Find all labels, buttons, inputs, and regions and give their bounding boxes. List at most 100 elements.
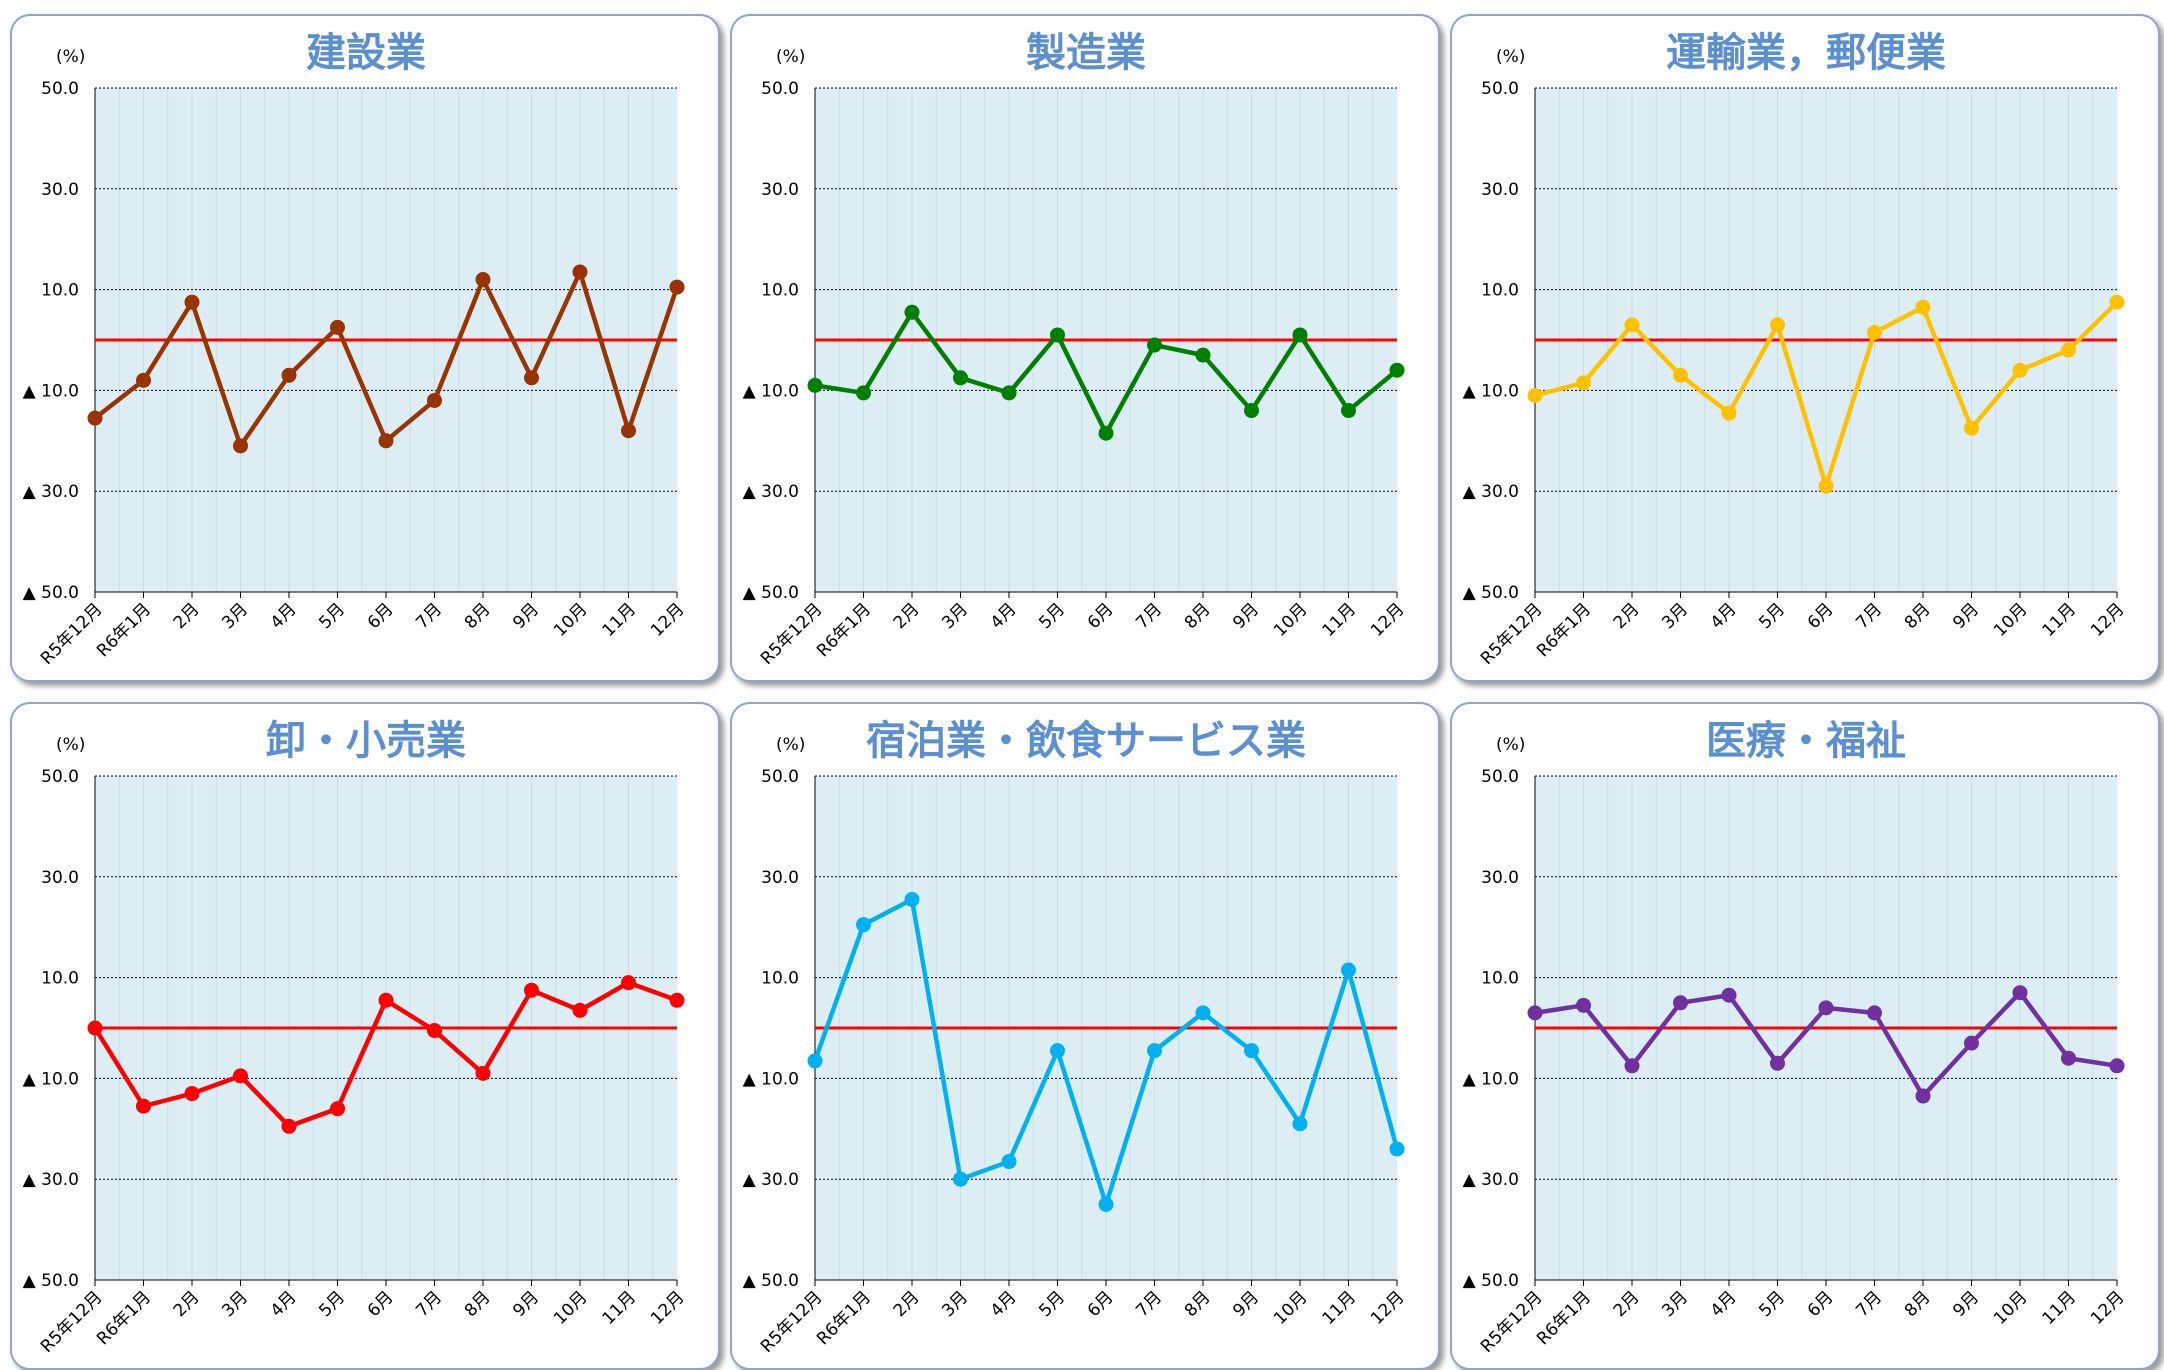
data-point bbox=[1341, 962, 1356, 978]
data-point bbox=[281, 1118, 297, 1134]
x-tick-label: 8月 bbox=[1901, 1287, 1935, 1321]
y-tick-label: ▲ 50.0 bbox=[23, 1271, 79, 1291]
x-tick-label: R5年12月 bbox=[1477, 599, 1546, 668]
line-chart: 50.0 30.0 10.0 ▲ 10.0 ▲ 30.0 ▲ 50.0 (%) 医療・福祉 R5… bbox=[1463, 718, 2129, 1357]
y-tick-label: ▲ 30.0 bbox=[743, 482, 799, 502]
x-tick-label: 7月 bbox=[1132, 1287, 1166, 1321]
y-tick-label: ▲ 30.0 bbox=[1463, 1170, 1519, 1190]
x-tick-label: 11月 bbox=[599, 1287, 640, 1328]
x-tick-label: 12月 bbox=[1367, 599, 1408, 640]
chart-title: 宿泊業・飲食サービス業 bbox=[866, 718, 1306, 764]
x-tick-label: 9月 bbox=[1949, 599, 1983, 633]
data-point bbox=[1867, 324, 1882, 340]
data-point bbox=[807, 377, 823, 393]
y-tick-label: 50.0 bbox=[1481, 767, 1519, 787]
data-point bbox=[2061, 1050, 2076, 1066]
data-point bbox=[1770, 1055, 1785, 1071]
x-tick-label: 4月 bbox=[267, 1287, 301, 1321]
y-tick-label: ▲ 30.0 bbox=[743, 1170, 799, 1190]
x-tick-label: 4月 bbox=[267, 599, 301, 633]
data-point bbox=[1915, 1088, 1931, 1104]
y-tick-label: ▲ 10.0 bbox=[743, 381, 799, 401]
data-point bbox=[330, 319, 345, 335]
data-point bbox=[1050, 1043, 1065, 1059]
x-tick-label: 5月 bbox=[1035, 599, 1069, 633]
data-point bbox=[1624, 317, 1640, 333]
x-tick-label: 7月 bbox=[412, 1287, 446, 1321]
y-tick-label: 30.0 bbox=[41, 868, 79, 888]
data-point bbox=[1964, 420, 1979, 436]
x-tick-label: 6月 bbox=[1084, 1287, 1118, 1321]
line-chart: 50.0 30.0 10.0 ▲ 10.0 ▲ 30.0 ▲ 50.0 (%) 運輸業，郵便業… bbox=[1463, 30, 2129, 669]
x-tick-label: 12月 bbox=[647, 599, 688, 640]
data-point bbox=[904, 891, 920, 907]
x-tick-label: 5月 bbox=[1755, 1287, 1789, 1321]
data-point bbox=[1389, 1141, 1405, 1157]
y-tick-label: ▲ 10.0 bbox=[23, 1069, 79, 1089]
chart-panel-accommodation-food: 50.0 30.0 10.0 ▲ 10.0 ▲ 30.0 ▲ 50.0 (%) 宿泊業・飲食サ… bbox=[730, 702, 1440, 1370]
y-tick-label: 10.0 bbox=[1481, 969, 1519, 989]
y-tick-label: ▲ 50.0 bbox=[1463, 1271, 1519, 1291]
x-tick-label: 7月 bbox=[1132, 599, 1166, 633]
data-point bbox=[669, 992, 685, 1008]
data-point bbox=[1867, 1005, 1882, 1021]
data-point bbox=[378, 433, 394, 449]
chart-title: 卸・小売業 bbox=[266, 718, 466, 764]
y-tick-label: 50.0 bbox=[1481, 79, 1519, 99]
line-chart: 50.0 30.0 10.0 ▲ 10.0 ▲ 30.0 ▲ 50.0 (%) 宿泊業・飲食サ… bbox=[743, 718, 1409, 1357]
data-point bbox=[1050, 327, 1065, 343]
data-point bbox=[1147, 1043, 1162, 1059]
unit-label: (%) bbox=[56, 47, 85, 67]
x-tick-label: 8月 bbox=[1181, 599, 1215, 633]
data-point bbox=[1964, 1035, 1979, 1051]
x-tick-label: 2月 bbox=[1610, 599, 1644, 633]
data-point bbox=[2061, 342, 2076, 358]
data-point bbox=[1244, 403, 1259, 419]
x-tick-label: 7月 bbox=[412, 599, 446, 633]
data-point bbox=[621, 423, 636, 439]
x-tick-label: R6年1月 bbox=[93, 1287, 155, 1349]
y-tick-label: 30.0 bbox=[761, 180, 799, 200]
data-point bbox=[1389, 362, 1405, 378]
x-tick-label: 10月 bbox=[550, 599, 591, 640]
data-point bbox=[2109, 1058, 2125, 1074]
data-point bbox=[856, 385, 871, 401]
data-point bbox=[1292, 327, 1308, 343]
y-tick-label: ▲ 50.0 bbox=[1463, 583, 1519, 603]
x-tick-label: 5月 bbox=[315, 1287, 349, 1321]
y-tick-label: ▲ 10.0 bbox=[23, 381, 79, 401]
chart-panel-wholesale-retail: 50.0 30.0 10.0 ▲ 10.0 ▲ 30.0 ▲ 50.0 (%) 卸・小売業 R5… bbox=[10, 702, 720, 1370]
x-tick-label: 9月 bbox=[1949, 1287, 1983, 1321]
y-tick-label: ▲ 50.0 bbox=[743, 1271, 799, 1291]
y-tick-label: ▲ 30.0 bbox=[23, 1170, 79, 1190]
x-tick-label: 2月 bbox=[170, 599, 204, 633]
data-point bbox=[475, 272, 491, 288]
line-chart: 50.0 30.0 10.0 ▲ 10.0 ▲ 30.0 ▲ 50.0 (%) 製造業 R5年1… bbox=[743, 30, 1409, 669]
x-tick-label: 10月 bbox=[1270, 1287, 1311, 1328]
y-tick-label: 30.0 bbox=[1481, 180, 1519, 200]
x-tick-label: 3月 bbox=[1658, 599, 1692, 633]
data-point bbox=[2012, 985, 2028, 1001]
x-tick-label: R6年1月 bbox=[813, 599, 875, 661]
x-tick-label: 9月 bbox=[509, 1287, 543, 1321]
y-tick-label: ▲ 30.0 bbox=[1463, 482, 1519, 502]
data-point bbox=[953, 1171, 968, 1187]
x-tick-label: 2月 bbox=[890, 599, 924, 633]
x-tick-label: 4月 bbox=[987, 599, 1021, 633]
unit-label: (%) bbox=[56, 735, 85, 755]
data-point bbox=[1195, 347, 1211, 363]
unit-label: (%) bbox=[1496, 735, 1525, 755]
x-tick-label: 9月 bbox=[1229, 599, 1263, 633]
data-point bbox=[378, 992, 394, 1008]
x-tick-label: 10月 bbox=[1990, 1287, 2031, 1328]
data-point bbox=[427, 1023, 442, 1039]
y-tick-label: ▲ 10.0 bbox=[1463, 381, 1519, 401]
y-tick-label: 10.0 bbox=[41, 969, 79, 989]
data-point bbox=[87, 410, 103, 426]
y-tick-label: ▲ 10.0 bbox=[1463, 1069, 1519, 1089]
x-tick-label: R5年12月 bbox=[37, 1287, 106, 1356]
y-tick-label: 10.0 bbox=[41, 281, 79, 301]
y-tick-label: 50.0 bbox=[761, 79, 799, 99]
x-tick-label: 8月 bbox=[1181, 1287, 1215, 1321]
unit-label: (%) bbox=[1496, 47, 1525, 67]
